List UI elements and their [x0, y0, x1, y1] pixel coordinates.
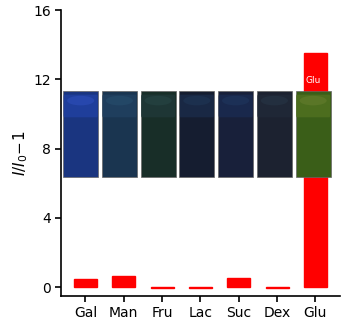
- Y-axis label: $I/I_0\!-\!1$: $I/I_0\!-\!1$: [12, 130, 30, 176]
- Ellipse shape: [106, 96, 133, 106]
- Bar: [227, 278, 250, 287]
- Bar: [150, 287, 174, 288]
- Bar: [102, 91, 137, 177]
- Text: Fru: Fru: [151, 76, 165, 85]
- Text: Suc: Suc: [228, 76, 244, 85]
- Text: Glu: Glu: [306, 76, 321, 85]
- Bar: [296, 91, 330, 177]
- Bar: [141, 91, 176, 177]
- Bar: [112, 276, 135, 287]
- Ellipse shape: [183, 96, 210, 106]
- FancyBboxPatch shape: [218, 95, 253, 117]
- Text: Lac: Lac: [189, 76, 205, 85]
- FancyBboxPatch shape: [102, 95, 136, 117]
- Ellipse shape: [261, 96, 288, 106]
- FancyBboxPatch shape: [180, 95, 214, 117]
- Bar: [257, 91, 292, 177]
- Bar: [180, 91, 214, 177]
- Bar: [74, 279, 97, 287]
- Bar: [63, 91, 98, 177]
- FancyBboxPatch shape: [141, 95, 175, 117]
- Text: Dex: Dex: [266, 76, 283, 85]
- Bar: [304, 53, 327, 287]
- FancyBboxPatch shape: [257, 95, 292, 117]
- Bar: [189, 287, 212, 288]
- Bar: [218, 91, 253, 177]
- Ellipse shape: [300, 96, 327, 106]
- Ellipse shape: [145, 96, 172, 106]
- Text: Gal: Gal: [73, 76, 88, 85]
- Ellipse shape: [222, 96, 249, 106]
- FancyBboxPatch shape: [296, 95, 330, 117]
- Text: Man: Man: [110, 76, 129, 85]
- Bar: [266, 287, 288, 288]
- FancyBboxPatch shape: [64, 95, 98, 117]
- Ellipse shape: [67, 96, 94, 106]
